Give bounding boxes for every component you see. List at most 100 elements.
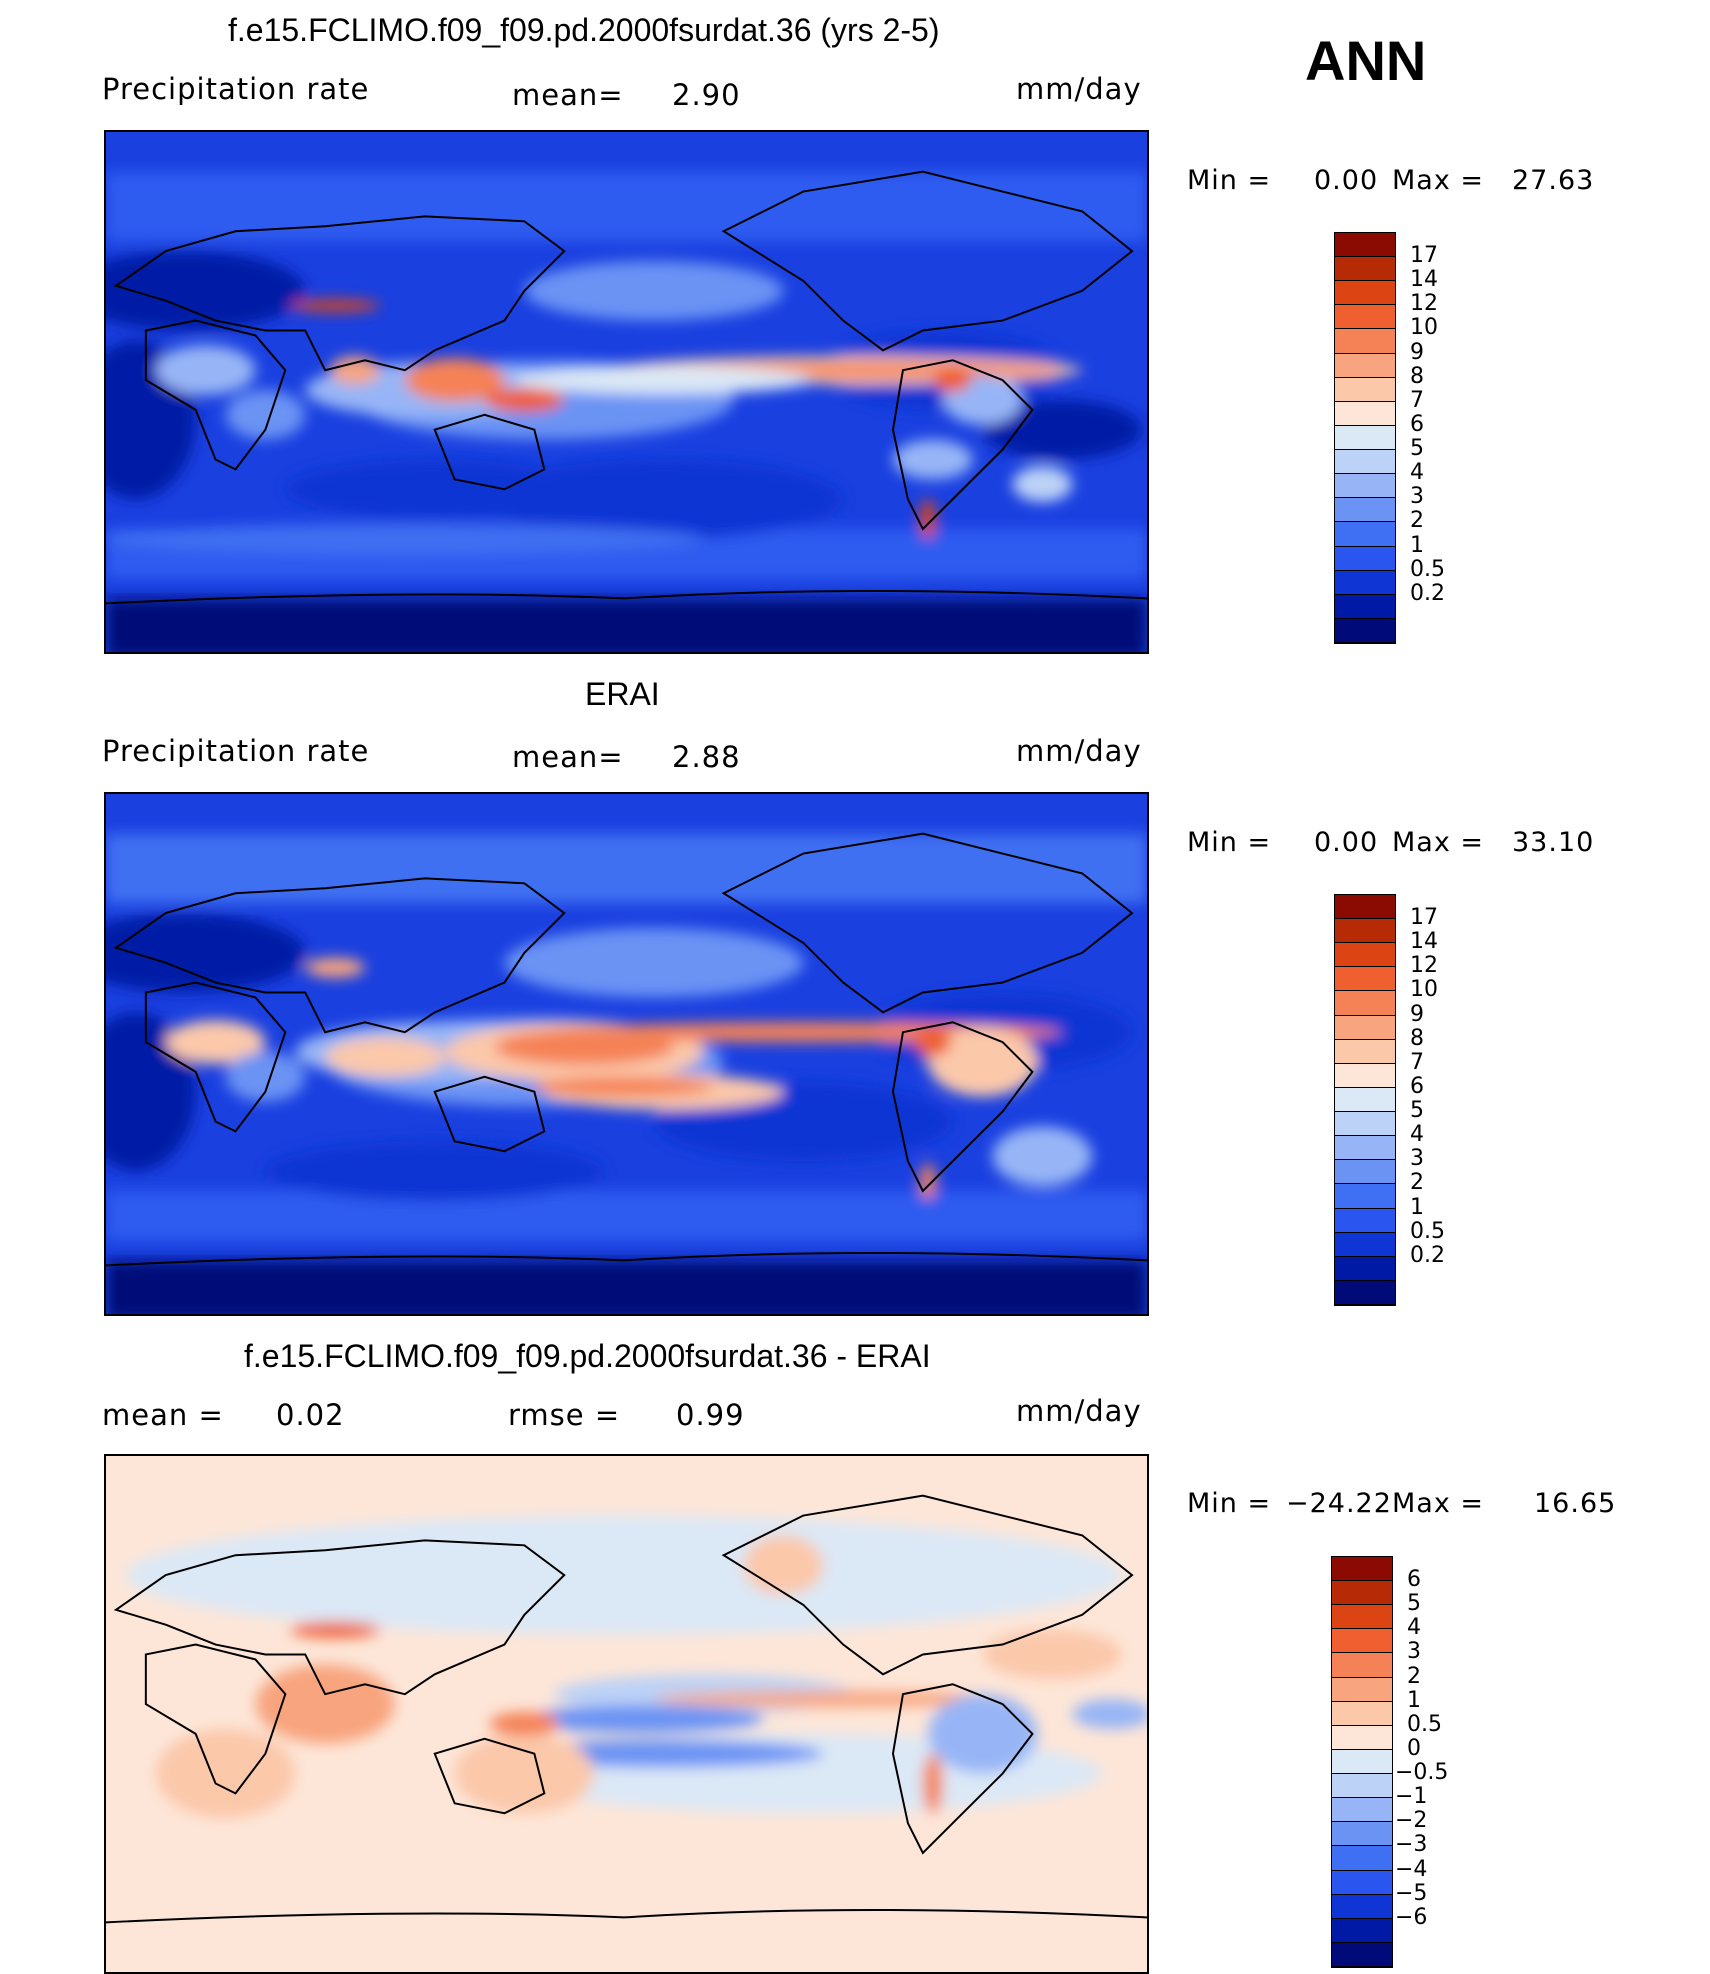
- colorbar-swatch: [1332, 1942, 1392, 1967]
- colorbar-tick-label: 9: [1410, 339, 1424, 365]
- colorbar-tick-label: 0.5: [1410, 1218, 1445, 1244]
- colorbar-swatch: [1332, 1894, 1392, 1919]
- colorbar-tick-label: −3: [1395, 1832, 1428, 1858]
- colorbar-swatch: [1335, 257, 1395, 282]
- colorbar-swatch: [1335, 1208, 1395, 1233]
- colorbar-swatch: [1335, 618, 1395, 643]
- colorbar-swatch: [1335, 305, 1395, 330]
- colorbar-swatch: [1335, 919, 1395, 944]
- panel-title-model: f.e15.FCLIMO.f09_f09.pd.2000fsurdat.36 (…: [228, 12, 940, 48]
- min-value: 0.00: [1314, 827, 1379, 858]
- precip-map-obs: [104, 792, 1149, 1316]
- mean-value: 0.02: [276, 1398, 345, 1432]
- colorbar-tick-label: 5: [1410, 1098, 1424, 1124]
- colorbar-swatch: [1332, 1846, 1392, 1871]
- colorbar-tick-label: 2: [1410, 508, 1424, 534]
- colorbar-swatch: [1335, 1039, 1395, 1064]
- colorbar-swatch: [1332, 1653, 1392, 1678]
- colorbar-swatch: [1335, 594, 1395, 619]
- colorbar-swatch: [1335, 233, 1395, 258]
- rmse-value: 0.99: [676, 1398, 745, 1432]
- colorbar-tick-label: −0.5: [1395, 1760, 1449, 1786]
- colorbar-tick-label: 1: [1410, 532, 1424, 558]
- colorbar-tick-label: 9: [1410, 1001, 1424, 1027]
- colorbar-tick-label: 3: [1410, 1146, 1424, 1172]
- colorbar-swatch: [1332, 1677, 1392, 1702]
- units-label: mm/day: [1016, 72, 1142, 106]
- colorbar-tick-label: 4: [1410, 460, 1424, 486]
- colorbar-tick-label: 5: [1407, 1591, 1421, 1617]
- colorbar-swatch: [1332, 1918, 1392, 1943]
- colorbar-swatch: [1335, 546, 1395, 571]
- colorbar-tick-label: 2: [1407, 1663, 1421, 1689]
- colorbar-tick-label: 4: [1410, 1122, 1424, 1148]
- colorbar-diff: [1331, 1556, 1393, 1968]
- colorbar-model: [1334, 232, 1396, 644]
- mean-value: 2.90: [672, 78, 741, 112]
- colorbar-swatch: [1335, 1280, 1395, 1305]
- units-label: mm/day: [1016, 1394, 1142, 1428]
- colorbar-tick-label: 0.5: [1407, 1711, 1442, 1737]
- colorbar-tick-label: 2: [1410, 1170, 1424, 1196]
- colorbar-tick-label: 14: [1410, 929, 1438, 955]
- colorbar-swatch: [1335, 1063, 1395, 1088]
- mean-label: mean=: [512, 740, 624, 774]
- colorbar-swatch: [1335, 943, 1395, 968]
- min-value: −24.22: [1286, 1488, 1392, 1519]
- colorbar-tick-label: 14: [1410, 267, 1438, 293]
- colorbar-tick-label: 6: [1410, 1073, 1424, 1099]
- colorbar-tick-label: 5: [1410, 436, 1424, 462]
- colorbar-tick-label: 12: [1410, 953, 1438, 979]
- colorbar-swatch: [1335, 1184, 1395, 1209]
- colorbar-tick-label: −1: [1395, 1784, 1428, 1810]
- min-label: Min =: [1187, 165, 1272, 196]
- colorbar-tick-label: −5: [1395, 1880, 1428, 1906]
- min-label: Min =: [1187, 827, 1272, 858]
- colorbar-tick-label: −4: [1395, 1856, 1428, 1882]
- colorbar-swatch: [1335, 498, 1395, 523]
- min-value: 0.00: [1314, 165, 1379, 196]
- variable-label: Precipitation rate: [102, 734, 370, 768]
- colorbar-tick-label: −2: [1395, 1808, 1428, 1834]
- colorbar-swatch: [1335, 967, 1395, 992]
- colorbar-swatch: [1335, 353, 1395, 378]
- colorbar-tick-label: 0: [1407, 1735, 1421, 1761]
- colorbar-swatch: [1332, 1581, 1392, 1606]
- season-label: ANN: [1305, 29, 1427, 92]
- colorbar-tick-label: 3: [1410, 484, 1424, 510]
- mean-label: mean =: [102, 1398, 224, 1432]
- colorbar-tick-label: 0.5: [1410, 556, 1445, 582]
- colorbar-swatch: [1335, 1015, 1395, 1040]
- colorbar-swatch: [1335, 1136, 1395, 1161]
- colorbar-swatch: [1335, 329, 1395, 354]
- colorbar-tick-label: 7: [1410, 1049, 1424, 1075]
- colorbar-tick-label: 8: [1410, 363, 1424, 389]
- max-label: Max =: [1392, 827, 1485, 858]
- colorbar-swatch: [1335, 377, 1395, 402]
- colorbar-swatch: [1335, 895, 1395, 920]
- max-label: Max =: [1392, 165, 1485, 196]
- colorbar-obs: [1334, 894, 1396, 1306]
- panel-title-obs: ERAI: [585, 676, 660, 712]
- colorbar-swatch: [1332, 1725, 1392, 1750]
- colorbar-swatch: [1335, 522, 1395, 547]
- colorbar-swatch: [1332, 1749, 1392, 1775]
- colorbar-swatch: [1332, 1798, 1392, 1823]
- colorbar-tick-label: −6: [1395, 1904, 1428, 1930]
- min-label: Min =: [1187, 1488, 1272, 1519]
- colorbar-swatch: [1332, 1822, 1392, 1847]
- colorbar-swatch: [1332, 1701, 1392, 1726]
- colorbar-swatch: [1335, 991, 1395, 1016]
- units-label: mm/day: [1016, 734, 1142, 768]
- mean-label: mean=: [512, 78, 624, 112]
- colorbar-swatch: [1332, 1774, 1392, 1799]
- colorbar-swatch: [1335, 281, 1395, 306]
- colorbar-swatch: [1332, 1870, 1392, 1895]
- max-value: 33.10: [1512, 827, 1595, 858]
- colorbar-tick-label: 0.2: [1410, 1242, 1445, 1268]
- colorbar-tick-label: 6: [1407, 1567, 1421, 1593]
- colorbar-swatch: [1335, 1112, 1395, 1137]
- colorbar-tick-label: 10: [1410, 315, 1438, 341]
- colorbar-tick-label: 3: [1407, 1639, 1421, 1665]
- precip-map-diff: [104, 1454, 1149, 1974]
